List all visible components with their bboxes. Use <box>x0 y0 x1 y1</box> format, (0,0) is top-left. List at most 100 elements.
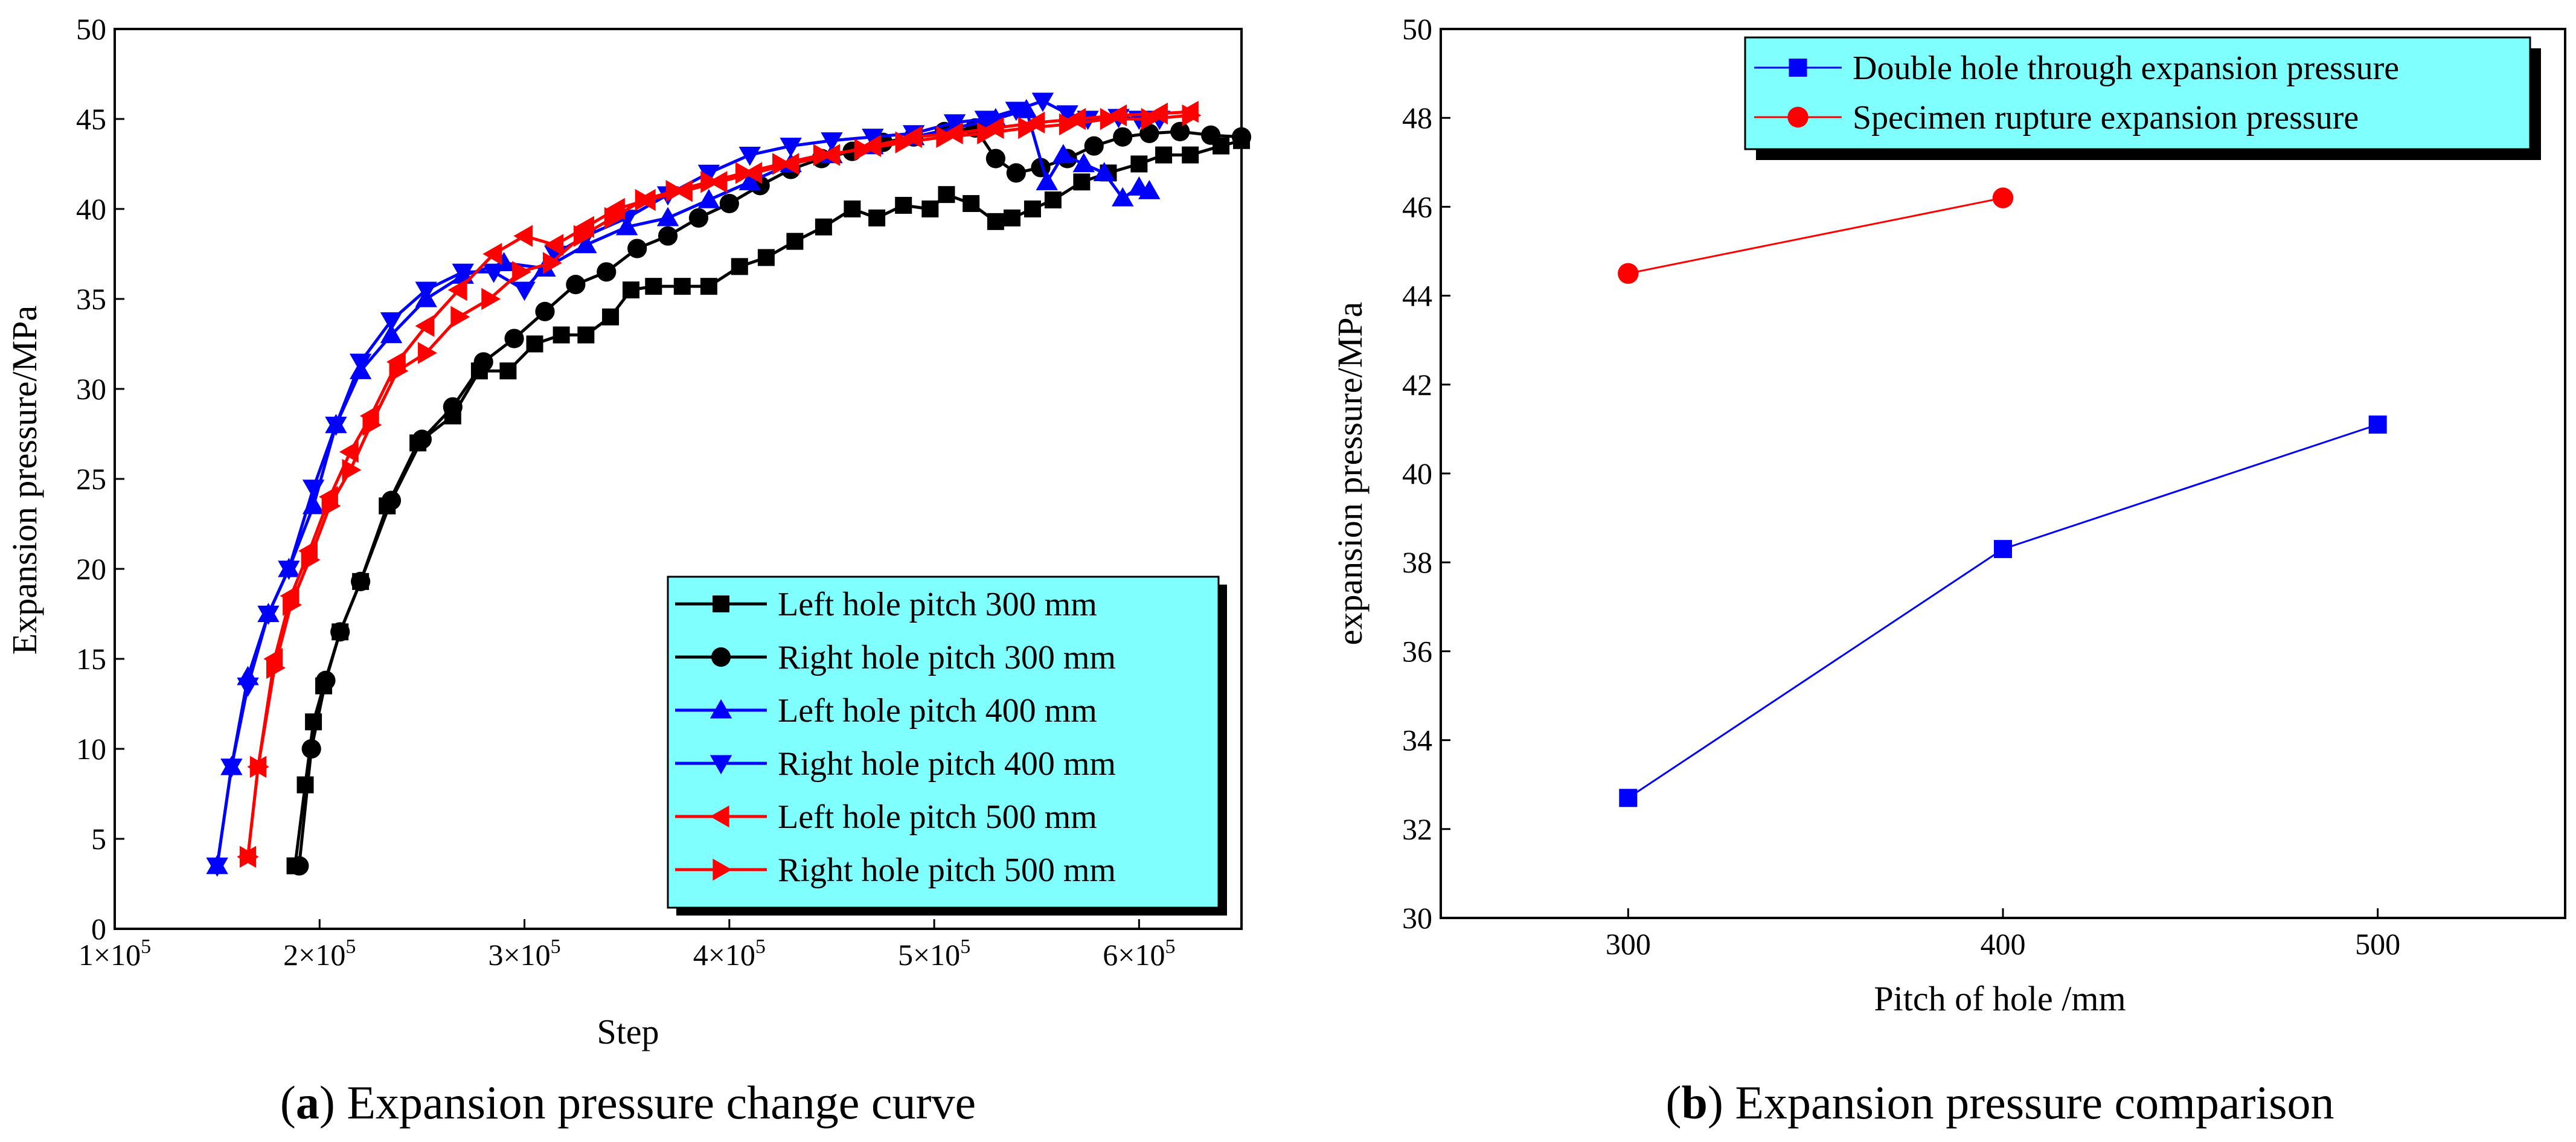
panel-a-point-right-hole-pitch-500-mm <box>772 153 792 175</box>
panel-a-caption: (a) Expansion pressure change curve <box>280 1076 976 1129</box>
panel-a-point-left-hole-pitch-500-mm <box>415 315 435 337</box>
panel-a-point-left-hole-pitch-300-mm <box>526 335 543 353</box>
panel-a-y-tick-label: 45 <box>76 102 106 136</box>
panel-a-legend-marker <box>710 805 729 828</box>
panel-a-point-left-hole-pitch-300-mm <box>963 195 980 213</box>
panel-a-point-right-hole-pitch-400-mm <box>302 480 325 499</box>
panel-a-legend-marker <box>713 595 729 612</box>
panel-a-x-tick-label: 1×105 <box>78 935 151 972</box>
panel-a-point-right-hole-pitch-300-mm <box>316 670 336 690</box>
panel-a-point-right-hole-pitch-300-mm <box>412 429 432 449</box>
panel-a-point-right-hole-pitch-500-mm <box>266 656 286 679</box>
panel-a-point-right-hole-pitch-500-mm <box>1018 117 1037 140</box>
panel-a-point-right-hole-pitch-500-mm <box>418 342 437 364</box>
panel-a-point-right-hole-pitch-500-mm <box>604 207 624 229</box>
panel-b-line-specimen-rupture-expansion-pressure <box>1628 197 2004 275</box>
panel-a-point-left-hole-pitch-400-mm <box>1112 187 1134 207</box>
panel-a-caption-letter: a <box>296 1076 319 1129</box>
panel-a-legend-item: Left hole pitch 500 mm <box>675 798 1097 836</box>
panel-a-point-left-hole-pitch-300-mm <box>577 326 595 344</box>
panel-a-x-tick-label: 3×105 <box>488 935 560 972</box>
panel-a-point-right-hole-pitch-500-mm <box>362 414 382 436</box>
panel-a-point-right-hole-pitch-500-mm <box>450 306 470 328</box>
panel-a-legend-label: Right hole pitch 400 mm <box>778 745 1116 783</box>
panel-a-point-left-hole-pitch-300-mm <box>700 278 717 295</box>
panel-a-legend-label: Left hole pitch 300 mm <box>778 586 1097 623</box>
panel-b-legend-box <box>1744 36 2531 150</box>
panel-a-x-tick-label: 2×105 <box>283 935 356 972</box>
panel-a-legend-marker <box>710 699 732 719</box>
panel-a-y-tick-label: 20 <box>76 552 106 586</box>
panel-b-series-layer <box>1618 187 2387 807</box>
panel-a-point-right-hole-pitch-400-mm <box>862 129 884 148</box>
panel-b-x-axis-title: Pitch of hole /mm <box>1874 979 2126 1018</box>
panel-a-point-left-hole-pitch-500-mm <box>339 441 359 463</box>
panel-a-point-right-hole-pitch-500-mm <box>895 131 915 153</box>
panel-a-point-right-hole-pitch-500-mm <box>977 122 997 145</box>
panel-a-point-left-hole-pitch-400-mm <box>1036 171 1058 190</box>
panel-b-y-tick-label: 34 <box>1402 723 1432 757</box>
panel-a-point-right-hole-pitch-400-mm <box>325 416 347 436</box>
panel-a-point-left-hole-pitch-400-mm <box>697 188 720 208</box>
panel-b-plot-frame <box>1440 28 2566 919</box>
panel-a-point-left-hole-pitch-300-mm <box>673 278 691 295</box>
panel-a-point-right-hole-pitch-300-mm <box>1201 125 1221 145</box>
panel-b-caption-letter: b <box>1682 1076 1708 1129</box>
panel-a-point-right-hole-pitch-500-mm <box>512 261 531 283</box>
panel-b-point-specimen-rupture-expansion-pressure <box>1618 263 1639 284</box>
panel-a-series-layer <box>206 92 1252 877</box>
panel-a-point-right-hole-pitch-300-mm <box>473 352 493 372</box>
panel-a-point-right-hole-pitch-500-mm <box>735 162 755 184</box>
panel-a-point-right-hole-pitch-400-mm <box>278 560 300 580</box>
panel-a-legend-label: Left hole pitch 500 mm <box>778 798 1097 836</box>
panel-a-point-left-hole-pitch-300-mm <box>815 218 832 236</box>
panel-a-legend-items: Left hole pitch 300 mm Right hole pitch 3… <box>675 586 1116 889</box>
panel-a-point-left-hole-pitch-400-mm <box>1052 144 1075 164</box>
panel-b-point-double-hole-through-expansion-pressure <box>1994 540 2012 559</box>
panel-a-point-right-hole-pitch-400-mm <box>513 281 536 301</box>
panel-a-point-right-hole-pitch-400-mm <box>257 605 280 625</box>
panel-a-point-left-hole-pitch-400-mm <box>739 171 761 190</box>
panel-b-series-double-hole-through-expansion-pressure <box>1619 415 2387 807</box>
panel-a-point-right-hole-pitch-400-mm <box>1056 105 1078 125</box>
panel-a-y-tick-label: 0 <box>91 912 106 946</box>
panel-b-y-tick-label: 40 <box>1402 457 1432 490</box>
panel-a-point-left-hole-pitch-300-mm <box>895 197 912 214</box>
panel-a-legend-item: Right hole pitch 300 mm <box>675 639 1116 676</box>
panel-a-point-right-hole-pitch-500-mm <box>700 171 720 193</box>
panel-a-point-right-hole-pitch-300-mm <box>627 239 647 258</box>
panel-a-point-left-hole-pitch-300-mm <box>844 200 861 217</box>
panel-a-caption-text: ) Expansion pressure change curve <box>319 1076 976 1129</box>
panel-b-legend-item: Specimen rupture expansion pressure <box>1754 99 2359 136</box>
panel-a-point-left-hole-pitch-500-mm <box>447 278 467 301</box>
panel-a-point-right-hole-pitch-400-mm <box>697 164 720 184</box>
panel-a-point-left-hole-pitch-300-mm <box>645 278 662 295</box>
panel-b-legend: Double hole through expansion pressure Sp… <box>1744 36 2541 160</box>
panel-a-point-right-hole-pitch-500-mm <box>936 126 956 148</box>
panel-a-y-tick-label: 25 <box>76 462 106 496</box>
panel-a-point-left-hole-pitch-300-mm <box>296 776 314 794</box>
panel-a-point-right-hole-pitch-300-mm <box>381 490 402 510</box>
panel-b-series-specimen-rupture-expansion-pressure <box>1618 187 2014 284</box>
panel-a-point-right-hole-pitch-400-mm <box>415 281 437 301</box>
panel-b-caption-text: ) Expansion pressure comparison <box>1708 1076 2334 1129</box>
panel-b: 30 32 34 36 38 40 42 44 46 48 50 300 400 500 expansio… <box>1330 12 2566 1129</box>
panel-a-point-right-hole-pitch-400-mm <box>943 114 966 134</box>
panel-a-point-right-hole-pitch-500-mm <box>283 594 302 616</box>
panel-a-point-right-hole-pitch-500-mm <box>813 144 833 166</box>
panel-a-point-left-hole-pitch-300-mm <box>786 233 804 250</box>
panel-a-point-right-hole-pitch-500-mm <box>1141 107 1161 130</box>
panel-b-x-tick-label: 500 <box>2355 927 2400 961</box>
panel-a-point-right-hole-pitch-300-mm <box>289 856 309 876</box>
panel-b-y-tick-label: 44 <box>1402 279 1432 313</box>
panel-b-y-tick-label: 32 <box>1402 812 1432 846</box>
panel-a-point-right-hole-pitch-400-mm <box>220 759 243 778</box>
panel-a-point-right-hole-pitch-500-mm <box>342 458 362 481</box>
panel-a-point-left-hole-pitch-300-mm <box>731 258 748 275</box>
panel-b-y-tick-label: 46 <box>1402 190 1432 223</box>
panel-a-y-tick-label: 35 <box>76 282 106 316</box>
panel-b-x-tick-label: 300 <box>1606 927 1651 961</box>
panel-a-point-right-hole-pitch-300-mm <box>597 262 617 282</box>
panel-a-x-tick-label: 4×105 <box>693 935 766 972</box>
panel-a-y-tick-label: 15 <box>76 642 106 676</box>
